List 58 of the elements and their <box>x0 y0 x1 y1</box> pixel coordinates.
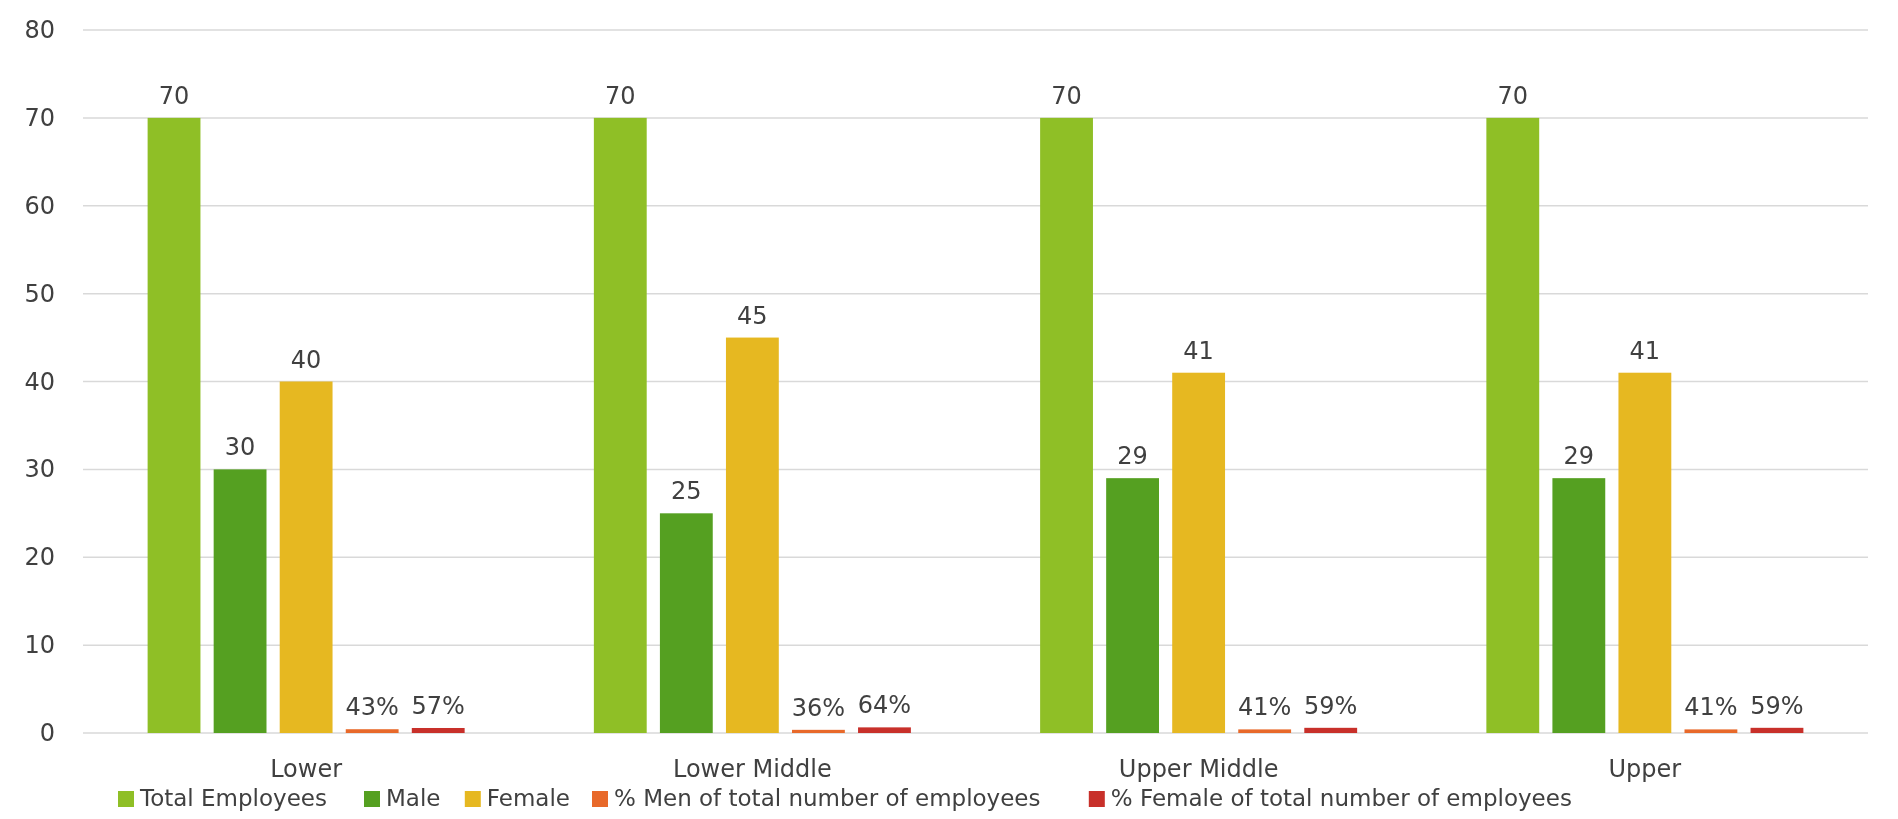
data-label: 41 <box>1183 336 1214 365</box>
bar <box>725 337 779 733</box>
bar <box>1486 117 1540 733</box>
data-label: 64% <box>857 691 912 720</box>
data-label: 59% <box>1750 691 1804 720</box>
bar <box>1304 727 1358 733</box>
bar <box>1040 117 1093 733</box>
bar <box>279 381 333 733</box>
x-tick-label: Upper Middle <box>1118 755 1279 783</box>
bar <box>1750 727 1804 733</box>
data-label: 25 <box>671 477 702 506</box>
y-tick-label: 0 <box>39 719 55 747</box>
data-label: 29 <box>1117 442 1148 471</box>
data-label: 70 <box>158 81 190 110</box>
legend-label: % Men of total number of employees <box>614 785 1041 811</box>
bar <box>1106 478 1159 733</box>
data-label: 43% <box>345 693 399 722</box>
y-tick-label: 80 <box>24 16 55 44</box>
data-label: 70 <box>1051 81 1082 110</box>
bar <box>858 727 911 733</box>
bar <box>213 469 267 733</box>
data-label: 70 <box>1497 81 1529 110</box>
bar <box>659 513 713 733</box>
bar <box>1552 478 1606 733</box>
bar <box>1684 729 1738 733</box>
bar <box>411 727 465 733</box>
legend-label: Male <box>386 785 441 811</box>
bar <box>1172 372 1226 733</box>
data-label: 29 <box>1563 442 1595 471</box>
bar <box>792 729 845 733</box>
data-label: 30 <box>224 433 256 462</box>
x-tick-label: Lower Middle <box>672 755 832 783</box>
bar <box>147 117 201 733</box>
x-tick-label: Lower <box>270 755 343 783</box>
data-label: 41 <box>1629 336 1661 365</box>
data-label: 45 <box>737 301 768 330</box>
y-tick-label: 10 <box>24 631 55 660</box>
data-label: 41% <box>1238 693 1292 722</box>
y-tick-label: 50 <box>24 279 55 308</box>
x-tick-label: Upper <box>1608 755 1682 783</box>
data-label: 70 <box>605 81 636 110</box>
bar <box>1238 729 1292 733</box>
bar <box>1618 372 1672 733</box>
y-tick-label: 30 <box>24 455 55 484</box>
y-tick-label: 40 <box>24 367 55 396</box>
bar <box>345 729 399 733</box>
y-tick-label: 70 <box>24 103 55 132</box>
data-label: 36% <box>791 693 846 722</box>
data-label: 59% <box>1304 691 1358 720</box>
y-tick-label: 20 <box>24 543 55 572</box>
legend-label: Female <box>486 785 570 811</box>
data-label: 40 <box>290 345 322 374</box>
data-label: 57% <box>411 691 465 720</box>
legend-label: % Female of total number of employees <box>1110 785 1572 811</box>
bar <box>593 117 647 733</box>
y-tick-label: 60 <box>24 191 55 220</box>
data-label: 41% <box>1684 693 1738 722</box>
legend-label: Total Employees <box>139 785 327 811</box>
